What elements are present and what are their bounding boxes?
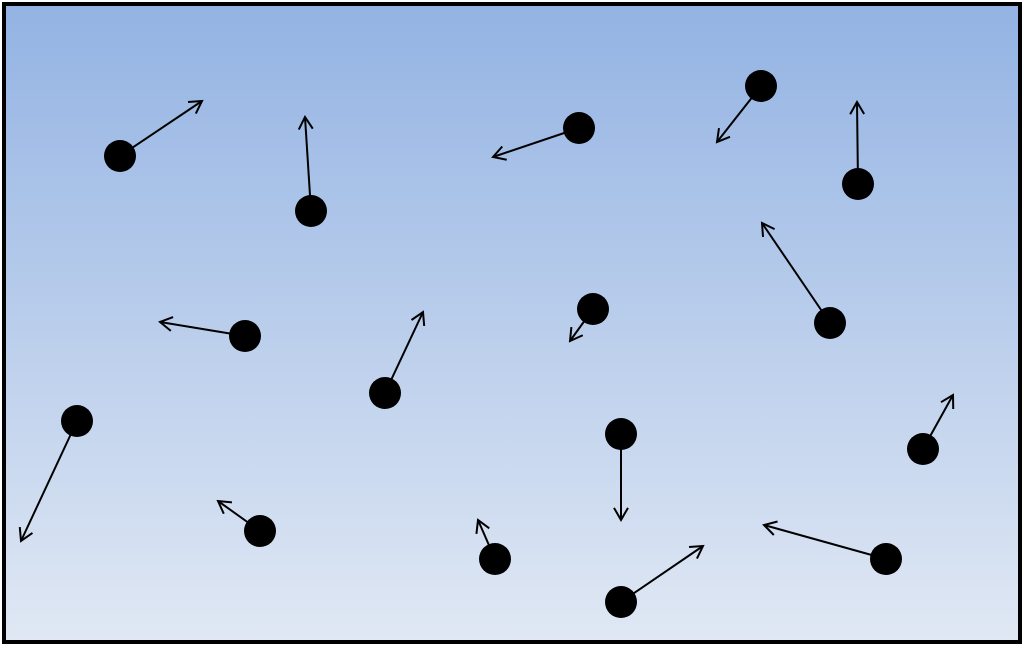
particle-dot bbox=[563, 112, 595, 144]
velocity-arrow-shaft bbox=[761, 222, 831, 324]
particle-dot bbox=[61, 405, 93, 437]
particle bbox=[715, 70, 777, 144]
arrowhead-icon bbox=[18, 526, 34, 543]
particle-dot bbox=[369, 377, 401, 409]
arrowhead-icon bbox=[849, 100, 866, 115]
particles-layer bbox=[18, 70, 955, 618]
particle-dot bbox=[605, 586, 637, 618]
arrowhead-icon bbox=[715, 127, 731, 144]
arrowhead-icon bbox=[613, 507, 629, 523]
particle bbox=[760, 221, 846, 339]
particle-dot bbox=[104, 140, 136, 172]
arrowhead-icon bbox=[216, 499, 233, 515]
particle-dot bbox=[577, 293, 609, 325]
particle bbox=[605, 544, 705, 618]
particle-dot bbox=[479, 543, 511, 575]
particle-dot bbox=[229, 320, 261, 352]
arrowhead-icon bbox=[187, 99, 204, 115]
particle-dot bbox=[870, 543, 902, 575]
particle bbox=[158, 316, 261, 352]
arrowhead-icon bbox=[158, 316, 174, 332]
arrowhead-icon bbox=[568, 326, 584, 343]
particle bbox=[605, 418, 637, 523]
velocity-arrow-shaft bbox=[20, 420, 78, 542]
velocity-arrow-shaft bbox=[620, 545, 704, 603]
arrowhead-icon bbox=[760, 221, 776, 238]
particle bbox=[369, 310, 426, 409]
arrowhead-icon bbox=[762, 520, 778, 536]
arrowhead-icon bbox=[410, 310, 426, 327]
particle bbox=[295, 115, 327, 227]
particle bbox=[491, 112, 595, 161]
arrowhead-icon bbox=[297, 115, 314, 130]
particle-dot bbox=[745, 70, 777, 102]
particle-dot bbox=[842, 168, 874, 200]
particle bbox=[475, 518, 511, 575]
velocity-arrow-shaft bbox=[763, 524, 887, 560]
arrowhead-icon bbox=[940, 393, 955, 410]
particle-dot bbox=[295, 195, 327, 227]
particle bbox=[104, 99, 204, 172]
particle-dot bbox=[244, 515, 276, 547]
particle bbox=[907, 393, 955, 465]
arrowhead-icon bbox=[688, 544, 705, 560]
particle bbox=[216, 499, 276, 547]
particle-dot bbox=[605, 418, 637, 450]
particle bbox=[568, 293, 609, 343]
particle-dot bbox=[814, 307, 846, 339]
arrowhead-icon bbox=[491, 145, 507, 161]
arrowhead-icon bbox=[475, 518, 490, 535]
particle-dot bbox=[907, 433, 939, 465]
particle bbox=[842, 100, 874, 200]
particle bbox=[762, 520, 902, 575]
particle bbox=[18, 405, 93, 543]
velocity-arrow-shaft bbox=[119, 100, 203, 157]
